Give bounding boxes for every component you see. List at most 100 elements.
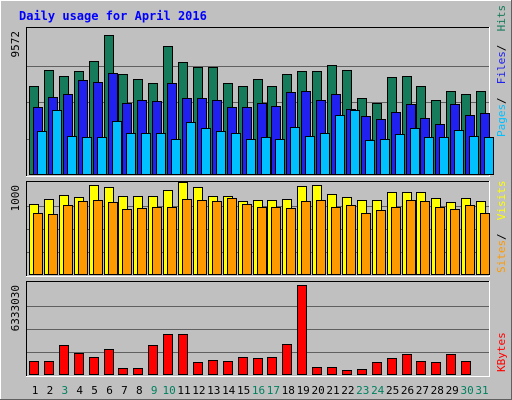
bar-pages-day-11 — [186, 122, 196, 175]
day-label-28: 28 — [431, 384, 444, 397]
bar-pages-day-21 — [335, 115, 345, 175]
bar-kbytes-day-9 — [148, 345, 158, 375]
day-label-21: 21 — [326, 384, 339, 397]
series-labels: Pages / Files / Hits Sites / Visits KBytes — [495, 5, 508, 372]
day-label-1: 1 — [32, 384, 39, 397]
ymax-tick-label: 9572 — [9, 31, 22, 58]
day-label-18: 18 — [282, 384, 295, 397]
bar-kbytes-day-12 — [193, 362, 203, 375]
bar-sites-day-29 — [450, 209, 460, 275]
bar-sites-day-20 — [316, 200, 326, 275]
bar-pages-day-2 — [52, 110, 62, 175]
day-label-10: 10 — [162, 384, 175, 397]
bar-sites-day-22 — [346, 205, 356, 275]
bar-sites-day-30 — [465, 205, 475, 275]
bar-kbytes-day-19 — [297, 285, 307, 375]
day-label-12: 12 — [192, 384, 205, 397]
bar-sites-day-17 — [271, 207, 281, 275]
bar-sites-day-8 — [137, 208, 147, 275]
bar-sites-day-16 — [257, 207, 267, 275]
day-label-4: 4 — [76, 384, 83, 397]
bar-pages-day-31 — [484, 137, 494, 175]
bar-sites-day-13 — [212, 201, 222, 275]
bar-sites-day-24 — [376, 210, 386, 275]
day-label-22: 22 — [341, 384, 354, 397]
bar-sites-day-12 — [197, 200, 207, 275]
bar-sites-day-26 — [406, 200, 416, 275]
bar-pages-day-6 — [112, 121, 122, 175]
day-label-3: 3 — [61, 384, 68, 397]
bar-pages-day-8 — [141, 133, 151, 175]
bar-sites-day-3 — [63, 205, 73, 275]
bar-kbytes-day-2 — [44, 361, 54, 375]
day-label-25: 25 — [386, 384, 399, 397]
day-label-8: 8 — [136, 384, 143, 397]
chart-panels: 9572 1000 6333030 — [9, 27, 494, 377]
panel-kbytes: 6333030 — [9, 281, 490, 377]
day-label-27: 27 — [416, 384, 429, 397]
bar-kbytes-day-17 — [267, 357, 277, 375]
bar-sites-day-9 — [152, 207, 162, 275]
bar-kbytes-day-30 — [461, 361, 471, 375]
bar-pages-day-28 — [439, 137, 449, 175]
series-label-separator: / — [495, 45, 508, 52]
day-label-6: 6 — [106, 384, 113, 397]
bar-kbytes-day-20 — [312, 367, 322, 375]
bar-sites-day-10 — [167, 207, 177, 275]
day-label-13: 13 — [207, 384, 220, 397]
bar-kbytes-day-11 — [178, 334, 188, 375]
series-label-pages: Pages — [495, 104, 508, 137]
bar-sites-day-11 — [182, 199, 192, 275]
bar-pages-day-17 — [275, 139, 285, 175]
bar-kbytes-day-15 — [238, 357, 248, 375]
day-label-31: 31 — [475, 384, 488, 397]
bar-sites-day-14 — [227, 198, 237, 275]
bar-sites-day-27 — [420, 201, 430, 275]
bar-pages-day-3 — [67, 136, 77, 175]
bar-pages-day-1 — [37, 131, 47, 175]
bar-sites-day-4 — [78, 201, 88, 275]
series-label-hits: Hits — [495, 5, 508, 32]
bar-kbytes-day-24 — [372, 362, 382, 375]
bar-pages-day-18 — [290, 127, 300, 175]
day-label-24: 24 — [371, 384, 385, 397]
bar-kbytes-day-13 — [208, 360, 218, 375]
bar-pages-day-26 — [410, 128, 420, 175]
bar-pages-day-4 — [82, 137, 92, 175]
day-label-20: 20 — [311, 384, 324, 397]
bar-sites-day-1 — [33, 213, 43, 275]
bar-kbytes-day-14 — [223, 361, 233, 375]
panel-visits: 1000 — [9, 181, 490, 277]
bar-pages-day-23 — [365, 140, 375, 175]
bar-kbytes-day-1 — [29, 361, 39, 375]
bar-sites-day-31 — [480, 213, 490, 275]
bar-kbytes-day-6 — [104, 349, 114, 375]
bar-kbytes-day-27 — [416, 361, 426, 375]
day-label-7: 7 — [121, 384, 128, 397]
bar-kbytes-day-23 — [357, 369, 367, 375]
bar-pages-day-30 — [469, 136, 479, 175]
bar-pages-day-9 — [156, 133, 166, 175]
bar-sites-day-18 — [286, 208, 296, 275]
bar-kbytes-day-4 — [74, 353, 84, 375]
bar-pages-day-10 — [171, 139, 181, 175]
bar-sites-day-5 — [93, 200, 103, 275]
day-label-5: 5 — [91, 384, 98, 397]
day-label-29: 29 — [446, 384, 459, 397]
bar-pages-day-7 — [126, 133, 136, 175]
chart-title: Daily usage for April 2016 — [19, 9, 207, 23]
day-label-2: 2 — [47, 384, 54, 397]
bar-sites-day-15 — [242, 204, 252, 275]
bar-pages-day-25 — [395, 134, 405, 175]
series-label-visits: Visits — [495, 180, 508, 220]
series-label-sites: Sites — [495, 240, 508, 273]
bar-pages-day-22 — [350, 110, 360, 175]
panel-hits: 9572 — [9, 27, 494, 177]
bar-kbytes-day-22 — [342, 370, 352, 375]
day-label-15: 15 — [237, 384, 250, 397]
bar-kbytes-day-5 — [89, 357, 99, 375]
bar-kbytes-day-28 — [431, 362, 441, 375]
series-label-separator: / — [495, 233, 508, 240]
bar-pages-day-24 — [380, 139, 390, 175]
